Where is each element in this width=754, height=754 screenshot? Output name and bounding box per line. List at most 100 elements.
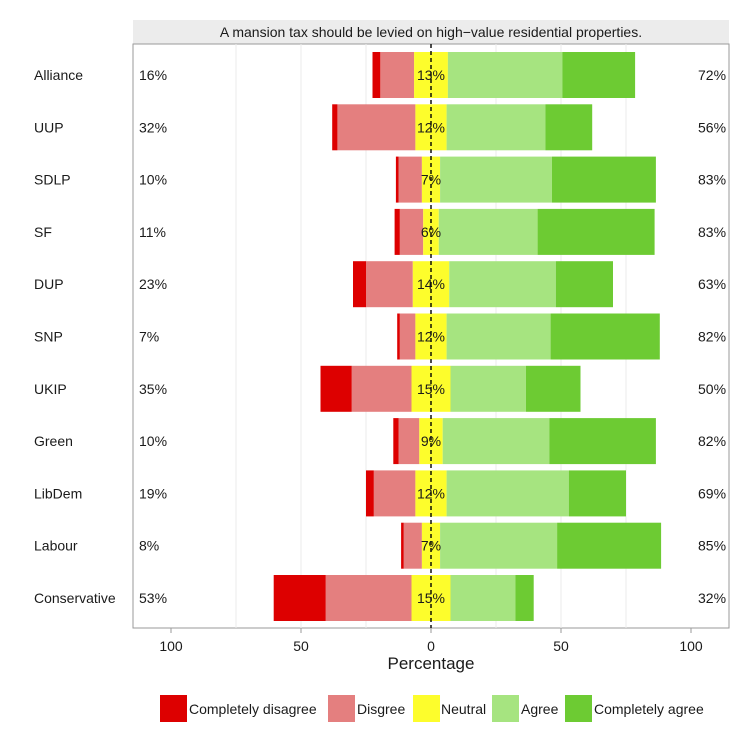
left-total-label: 32% xyxy=(139,119,167,135)
bar-completely-agree xyxy=(537,208,655,255)
bar-agree xyxy=(440,156,552,203)
bar-completely-disagree xyxy=(320,365,352,412)
bar-neutral xyxy=(421,522,441,569)
bar-completely-agree xyxy=(551,156,656,203)
bar-completely-disagree xyxy=(372,52,381,98)
x-tick-label: 100 xyxy=(159,638,183,654)
right-total-label: 82% xyxy=(698,433,726,449)
bar-completely-disagree xyxy=(394,208,400,255)
row-label: Alliance xyxy=(34,67,83,83)
row-label: Green xyxy=(34,433,73,449)
left-total-label: 23% xyxy=(139,276,167,292)
bar-disagree xyxy=(380,52,415,98)
bar-completely-agree xyxy=(545,104,593,151)
legend-label: Completely disagree xyxy=(189,701,317,717)
right-total-label: 72% xyxy=(698,67,726,83)
neutral-label: 15% xyxy=(417,381,445,397)
neutral-label: 13% xyxy=(417,67,445,83)
right-total-label: 83% xyxy=(698,224,726,240)
title-strip xyxy=(133,20,729,44)
legend-swatch xyxy=(413,695,440,722)
bar-disagree xyxy=(325,575,412,621)
bar-disagree xyxy=(403,522,422,569)
bar-completely-disagree xyxy=(393,418,399,465)
right-total-label: 56% xyxy=(698,119,726,135)
bar-agree xyxy=(438,208,538,255)
left-total-label: 53% xyxy=(139,590,167,606)
bar-agree xyxy=(446,470,569,517)
right-total-label: 50% xyxy=(698,381,726,397)
left-total-label: 8% xyxy=(139,538,159,554)
left-total-label: 10% xyxy=(139,172,167,188)
bar-completely-agree xyxy=(555,261,613,308)
row-label: SDLP xyxy=(34,172,71,188)
row-label: SNP xyxy=(34,329,63,345)
bar-completely-agree xyxy=(568,470,626,517)
bar-agree xyxy=(440,522,558,569)
legend: Completely disagree Disgree Neutral Agree Co… xyxy=(160,695,704,722)
bar-completely-agree xyxy=(525,365,581,412)
left-total-label: 11% xyxy=(139,224,166,240)
x-axis-ticks: 100 50 0 50 100 xyxy=(159,628,703,654)
bar-completely-disagree xyxy=(401,522,404,569)
bar-completely-agree xyxy=(557,522,662,569)
bar-completely-disagree xyxy=(395,156,399,203)
row-label: LibDem xyxy=(34,485,82,501)
left-total-label: 7% xyxy=(139,329,159,345)
right-total-label: 32% xyxy=(698,590,726,606)
bar-agree xyxy=(446,104,546,151)
neutral-label: 6% xyxy=(421,224,441,240)
bar-disagree xyxy=(366,261,413,308)
bar-completely-disagree xyxy=(366,470,374,517)
bar-agree xyxy=(450,365,526,412)
bar-disagree xyxy=(337,104,416,151)
row-label: Labour xyxy=(34,538,78,554)
neutral-label: 14% xyxy=(417,276,445,292)
x-tick-label: 0 xyxy=(427,638,435,654)
bar-disagree xyxy=(398,156,422,203)
left-total-label: 19% xyxy=(139,485,167,501)
neutral-label: 12% xyxy=(417,119,445,135)
bar-agree xyxy=(450,575,516,621)
row-label: UKIP xyxy=(34,381,67,397)
bar-completely-agree xyxy=(562,52,636,98)
x-tick-label: 100 xyxy=(679,638,703,654)
right-total-label: 69% xyxy=(698,485,726,501)
bar-disagree xyxy=(351,365,412,412)
bar-neutral xyxy=(419,418,443,465)
bar-completely-agree xyxy=(515,575,534,621)
bar-disagree xyxy=(398,418,420,465)
bar-neutral xyxy=(423,208,439,255)
bar-disagree xyxy=(373,470,416,517)
row-label: UUP xyxy=(34,119,64,135)
neutral-label: 7% xyxy=(421,538,441,554)
x-axis-label: Percentage xyxy=(388,654,475,673)
legend-swatch xyxy=(565,695,592,722)
row-label: Conservative xyxy=(34,590,116,606)
bar-completely-agree xyxy=(550,313,660,360)
legend-label: Agree xyxy=(521,701,559,717)
row-label: DUP xyxy=(34,276,64,292)
x-tick-label: 50 xyxy=(293,638,309,654)
value-labels: 16% 13% 72% 32% 12% 56% 10% 7% 83% 11% 6% 83% 23% 14%… xyxy=(139,67,726,606)
chart-title: A mansion tax should be levied on high−v… xyxy=(220,24,642,40)
neutral-label: 9% xyxy=(421,433,441,449)
bar-completely-agree xyxy=(549,418,656,465)
neutral-label: 15% xyxy=(417,590,445,606)
x-tick-label: 50 xyxy=(553,638,569,654)
legend-label: Neutral xyxy=(441,701,486,717)
left-total-label: 35% xyxy=(139,381,167,397)
right-total-label: 82% xyxy=(698,329,726,345)
bar-agree xyxy=(449,261,556,308)
bars xyxy=(273,52,662,621)
left-total-label: 16% xyxy=(139,67,167,83)
bar-completely-disagree xyxy=(332,104,338,151)
right-total-label: 85% xyxy=(698,538,726,554)
row-label: SF xyxy=(34,224,52,240)
right-total-label: 63% xyxy=(698,276,726,292)
bar-disagree xyxy=(399,208,424,255)
neutral-label: 12% xyxy=(417,485,445,501)
bar-agree xyxy=(446,313,551,360)
bar-completely-disagree xyxy=(273,575,326,621)
